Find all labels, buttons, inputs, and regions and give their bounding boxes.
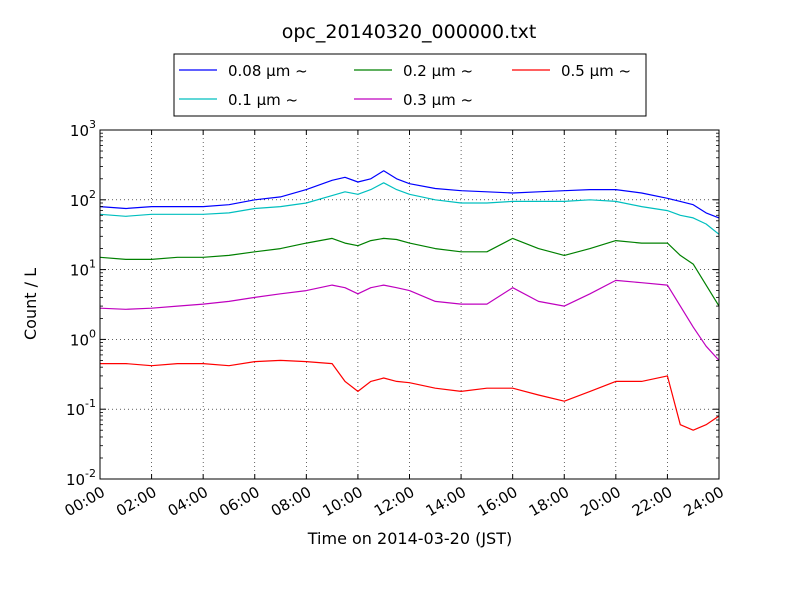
series-line-3	[99, 279, 720, 361]
y-tick-label: 101	[70, 258, 96, 280]
y-tick-label: 100	[70, 327, 96, 349]
y-axis: 10-2 10-1 100 101 102 103	[66, 118, 719, 489]
legend: 0.08 μm ~ 0.1 μm ~ 0.2 μm ~ 0.3 μm ~ 0.5 μm …	[173, 53, 647, 117]
y-tick-label: 103	[70, 118, 96, 140]
legend-label: 0.1 μm ~	[228, 91, 298, 109]
series-layer	[99, 170, 720, 431]
legend-label: 0.08 μm ~	[228, 62, 308, 80]
y-tick-label: 10-2	[66, 467, 96, 489]
series-line-4	[100, 359, 720, 431]
y-tick-label: 102	[70, 188, 96, 210]
legend-label: 0.5 μm ~	[561, 62, 631, 80]
y-tick-label: 10-1	[66, 397, 96, 419]
legend-label: 0.3 μm ~	[403, 91, 473, 109]
legend-frame	[173, 53, 647, 117]
chart-title: opc_20140320_000000.txt	[282, 21, 537, 43]
series-line-2	[99, 237, 720, 307]
series-line-1	[99, 182, 720, 235]
legend-label: 0.2 μm ~	[403, 62, 473, 80]
x-axis-label: Time on 2014-03-20 (JST)	[307, 529, 512, 548]
series-line-0	[99, 170, 720, 219]
y-axis-label: Count / L	[21, 268, 40, 340]
